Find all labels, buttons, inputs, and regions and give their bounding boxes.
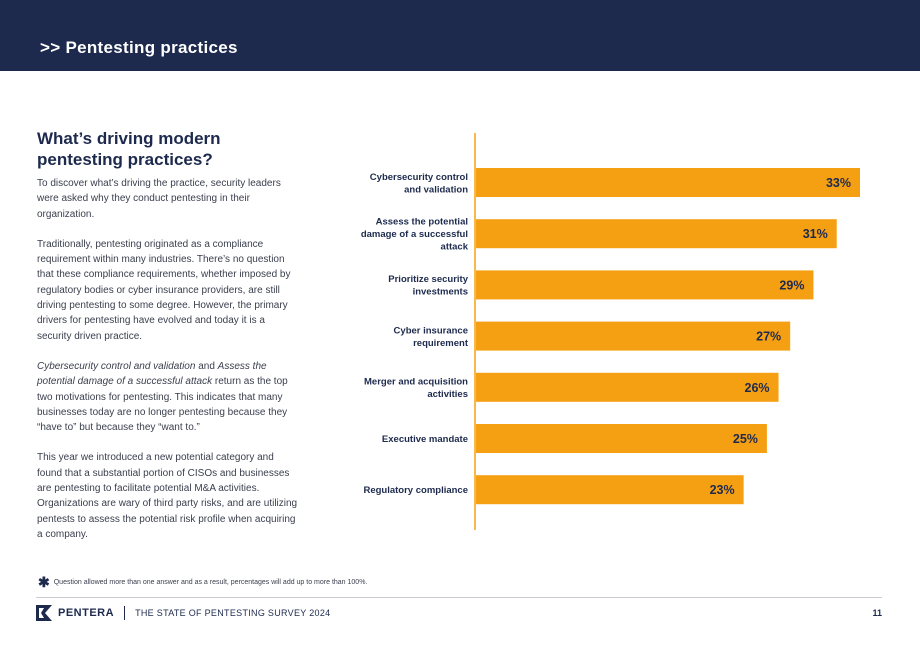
bar-value-label: 27%: [756, 330, 781, 344]
bar-value-label: 23%: [710, 483, 735, 497]
category-label-line: Merger and acquisition: [364, 377, 468, 388]
italic-phrase-2: Assess the potential damage of a success…: [37, 360, 267, 388]
category-label-line: attack: [441, 242, 469, 253]
drivers-bar-chart: 33% Cybersecurity control and validation 31…: [361, 133, 860, 530]
survey-title: THE STATE OF PENTESTING SURVEY 2024: [135, 608, 331, 618]
paragraph-3: Cybersecurity control and validation and…: [37, 359, 299, 435]
paragraph-4: This year we introduced a new potential …: [37, 452, 298, 540]
bar-value-label: 26%: [745, 381, 770, 395]
category-label: Prioritize security investments: [388, 274, 468, 298]
category-label: Regulatory compliance: [363, 485, 468, 496]
page-number: 11: [872, 608, 882, 618]
bar: [476, 270, 814, 300]
page-heading: What’s driving modern pentesting practic…: [37, 128, 299, 170]
category-label-line: Executive mandate: [382, 434, 468, 445]
footnote-text: Question allowed more than one answer an…: [53, 578, 368, 586]
bar: [476, 424, 767, 453]
category-label: Executive mandate: [382, 434, 468, 445]
category-label: Cyber insurance requirement: [394, 325, 469, 349]
category-label-line: Assess the potential: [376, 217, 468, 228]
paragraph-1: To discover what’s driving the practice,…: [37, 178, 281, 220]
heading-line-1: What’s driving modern: [37, 129, 221, 148]
bar: [476, 372, 779, 402]
bar-group: 29% Prioritize security investments: [388, 270, 814, 300]
category-label-line: investments: [413, 287, 468, 298]
footer-brand: PENTERA THE STATE OF PENTESTING SURVEY 2…: [36, 604, 330, 622]
footer-divider: [36, 597, 882, 598]
category-label: Cybersecurity control and validation: [370, 172, 468, 196]
brand-name: PENTERA: [58, 607, 115, 619]
paragraph-3-rest: return as the top two motivations for pe…: [37, 376, 288, 434]
footnote: ✱ Question allowed more than one answer …: [38, 574, 368, 590]
asterisk-icon: ✱: [38, 574, 50, 590]
category-label-line: damage of a successful: [361, 229, 468, 240]
intro-text-column: What’s driving modern pentesting practic…: [37, 128, 299, 557]
bar-group: 31% Assess the potential damage of a succe…: [361, 217, 837, 253]
category-label-line: and validation: [404, 184, 468, 195]
category-label-line: requirement: [413, 338, 469, 349]
paragraph-2: Traditionally, pentesting originated as …: [37, 238, 291, 342]
bar: [476, 219, 837, 249]
bar: [476, 475, 744, 505]
category-label: Merger and acquisition activities: [364, 377, 468, 401]
category-label-line: Regulatory compliance: [363, 485, 468, 496]
bar-value-label: 31%: [803, 227, 828, 241]
page-header: >> Pentesting practices: [0, 0, 920, 71]
pentera-logo-icon: [36, 605, 52, 621]
bar-value-label: 29%: [779, 278, 804, 292]
bar: [476, 168, 860, 197]
category-label: Assess the potential damage of a successf…: [361, 217, 469, 253]
category-label-line: Prioritize security: [388, 274, 468, 285]
bar-group: 25% Executive mandate: [382, 424, 767, 453]
bar-group: 26% Merger and acquisition activities: [364, 372, 779, 402]
bar: [476, 321, 791, 351]
category-label-line: activities: [427, 389, 468, 400]
italic-phrase-1: Cybersecurity control and validation: [37, 360, 196, 372]
bar-group: 27% Cyber insurance requirement: [394, 321, 791, 351]
bar-value-label: 33%: [826, 176, 851, 190]
bar-group: 23% Regulatory compliance: [363, 475, 744, 505]
category-label-line: Cyber insurance: [394, 325, 468, 336]
category-label-line: Cybersecurity control: [370, 172, 468, 183]
bar-group: 33% Cybersecurity control and validation: [370, 168, 860, 197]
heading-line-2: pentesting practices?: [37, 150, 213, 169]
brand-separator: [124, 606, 126, 620]
section-title: >> Pentesting practices: [40, 38, 238, 57]
bar-value-label: 25%: [733, 432, 758, 446]
paragraph-3-and: and: [195, 360, 218, 372]
